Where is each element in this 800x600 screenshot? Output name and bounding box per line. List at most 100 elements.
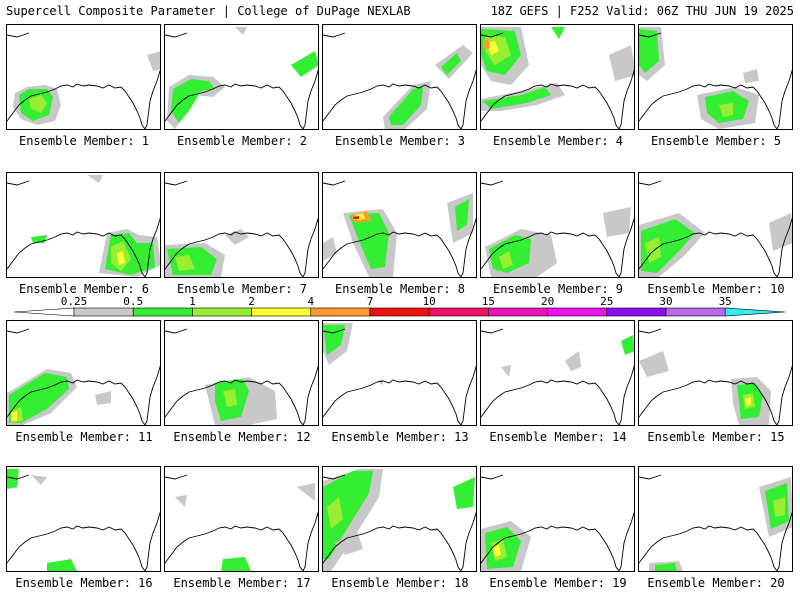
scp-contour-fill: [743, 69, 759, 83]
scp-contour-fill: [493, 545, 501, 557]
scp-field-map: [7, 469, 160, 571]
ensemble-member-label: Ensemble Member: 4: [492, 134, 624, 148]
coastline: [639, 32, 662, 38]
scp-field-map: [639, 27, 792, 129]
scp-contour-fill: [87, 175, 103, 183]
colorbar-over-arrow: [724, 307, 786, 317]
ensemble-member-label: Ensemble Member: 19: [489, 576, 627, 590]
scp-contour-fill: [609, 45, 634, 81]
scp-field-map: [165, 328, 318, 425]
scp-contour-fill: [47, 559, 77, 571]
ensemble-member-map: [164, 24, 319, 130]
scp-field-map: [165, 27, 318, 129]
coastline: [323, 328, 346, 334]
coastline: [481, 511, 634, 571]
scp-contour-fill: [175, 495, 187, 507]
ensemble-member-map: [480, 24, 635, 130]
scp-contour-fill: [499, 251, 513, 269]
scp-contour-fill: [455, 199, 469, 231]
colorbar-tick-label: 20: [540, 295, 555, 308]
scp-contour-fill: [639, 29, 659, 73]
scp-contour-fill: [171, 79, 215, 123]
ensemble-member-label: Ensemble Member: 3: [334, 134, 466, 148]
colorbar-under-arrow: [13, 307, 75, 317]
coastline: [7, 365, 160, 425]
coastline: [323, 32, 346, 38]
colorbar-segment: [369, 307, 430, 317]
ensemble-member-map: [6, 172, 161, 278]
scp-contour-fill: [645, 237, 661, 263]
coastline: [323, 511, 476, 571]
ensemble-member-map: [638, 24, 793, 130]
coastline: [639, 511, 792, 571]
coastline: [639, 217, 792, 277]
ensemble-member-label: Ensemble Member: 16: [15, 576, 153, 590]
coastline: [481, 474, 504, 480]
colorbar-tick-label: 10: [422, 295, 436, 308]
scp-field-map: [639, 180, 792, 277]
ensemble-member-map: [322, 320, 477, 426]
ensemble-member-label: Ensemble Member: 1: [18, 134, 150, 148]
scp-contour-fill: [773, 497, 785, 517]
coastline: [7, 180, 30, 186]
map-title: Supercell Composite Parameter | College …: [6, 4, 411, 18]
coastline: [165, 474, 188, 480]
scp-field-map: [639, 474, 792, 571]
scp-contour-fill: [225, 229, 249, 245]
scp-field-map: [7, 328, 160, 425]
colorbar-segment: [73, 307, 134, 317]
coastline: [165, 217, 318, 277]
scp-contour-fill: [11, 411, 17, 421]
coastline: [323, 180, 346, 186]
scp-field-map: [481, 180, 634, 277]
scp-contour-fill: [235, 27, 247, 35]
ensemble-member-label: Ensemble Member: 11: [15, 430, 153, 444]
scp-contour-fill: [29, 95, 47, 113]
scp-contour-fill: [327, 497, 343, 529]
scp-field-map: [323, 469, 476, 571]
ensemble-member-label: Ensemble Member: 18: [331, 576, 469, 590]
color-scale-legend: 0.25 0.5 1 2 4 7 10 15 20 25 30 35: [12, 296, 788, 322]
scp-contour-fill: [95, 391, 111, 405]
ensemble-member-label: Ensemble Member: 12: [173, 430, 311, 444]
colorbar-segment: [251, 307, 312, 317]
scp-contour-fill: [603, 207, 631, 237]
coastline: [481, 180, 504, 186]
scp-contour-fill: [501, 365, 511, 377]
coastline: [323, 474, 346, 480]
coastline: [165, 180, 188, 186]
scp-field-map: [323, 323, 476, 425]
scp-contour-fill: [489, 235, 531, 273]
scp-field-map: [481, 328, 634, 425]
colorbar-tick-label: 15: [481, 295, 496, 308]
coastline: [165, 511, 318, 571]
scp-contour-fill: [389, 87, 423, 125]
ensemble-member-map: [6, 466, 161, 572]
scp-contour-fill: [453, 477, 475, 509]
ensemble-member-map: [480, 320, 635, 426]
scp-contour-fill: [223, 389, 237, 407]
colorbar-tick-label: 30: [659, 295, 673, 308]
colorbar-tick-label: 7: [366, 295, 374, 308]
ensemble-member-map: [480, 172, 635, 278]
ensemble-member-label: Ensemble Member: 20: [647, 576, 785, 590]
ensemble-member-label: Ensemble Member: 2: [176, 134, 308, 148]
scp-contour-fill: [31, 475, 47, 485]
coastline: [639, 365, 792, 425]
coastline: [7, 217, 160, 277]
coastline: [7, 511, 160, 571]
coastline: [481, 328, 504, 334]
ensemble-member-label: Ensemble Member: 7: [176, 282, 308, 296]
colorbar-tick-label: 2: [248, 295, 255, 308]
coastline: [165, 365, 318, 425]
scp-contour-fill: [655, 563, 677, 571]
ensemble-member-label: Ensemble Member: 14: [489, 430, 627, 444]
scp-contour-fill: [565, 351, 581, 371]
scp-contour-fill: [377, 379, 383, 385]
colorbar-segment: [665, 307, 726, 317]
coastline: [481, 69, 634, 129]
coastline: [481, 365, 634, 425]
coastline: [7, 328, 30, 334]
scp-contour-fill: [221, 557, 251, 571]
scp-field-map: [323, 32, 476, 129]
